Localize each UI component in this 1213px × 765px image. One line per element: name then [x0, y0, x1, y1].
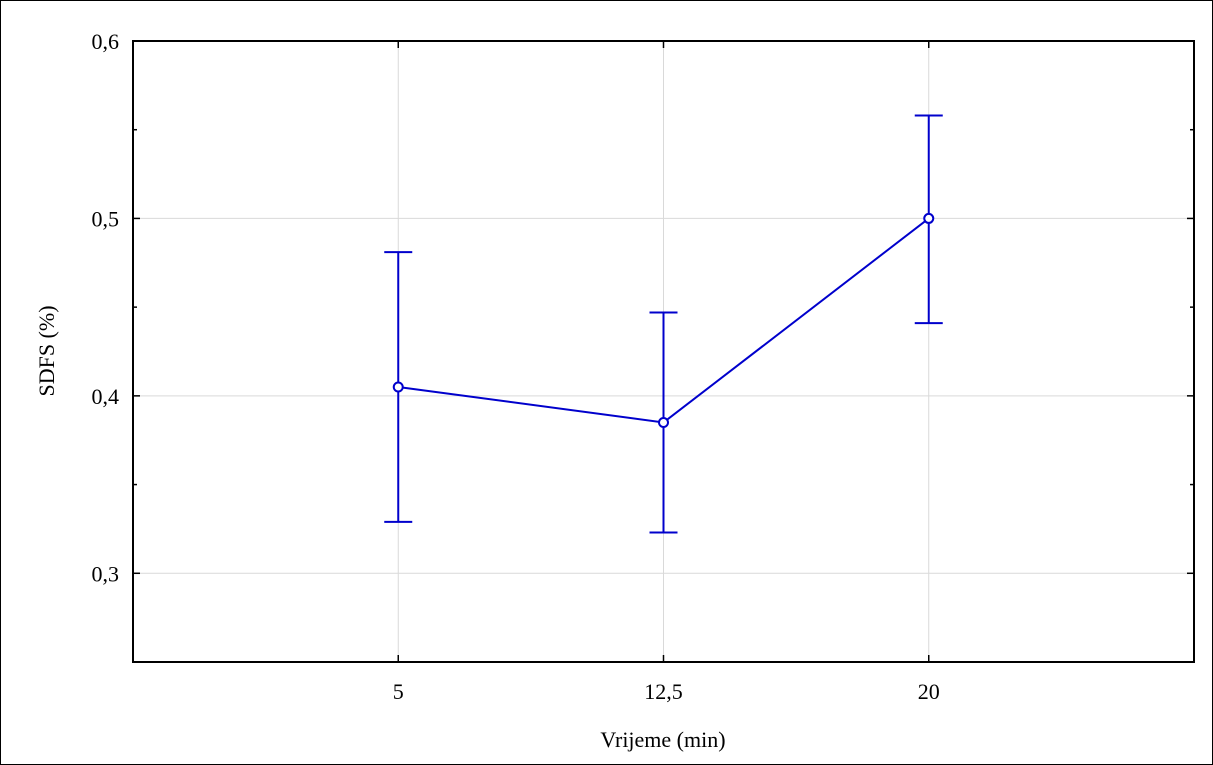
x-tick-label: 5	[393, 679, 404, 704]
data-point	[392, 381, 404, 393]
y-tick-label: 0,6	[92, 29, 120, 54]
y-tick-label: 0,5	[92, 206, 120, 231]
y-tick-label: 0,4	[92, 384, 120, 409]
x-tick-label: 20	[918, 679, 940, 704]
x-tick-label: 12,5	[644, 679, 683, 704]
y-axis-title: SDFS (%)	[34, 305, 59, 396]
y-tick-label: 0,3	[92, 561, 120, 586]
axis-ticks: 5 12,5 20 0,3 0,4 0,5 0,6	[92, 29, 1194, 704]
data-series	[384, 114, 943, 534]
x-axis-title: Vrijeme (min)	[600, 727, 725, 752]
data-point	[923, 212, 935, 224]
data-point	[658, 416, 669, 428]
